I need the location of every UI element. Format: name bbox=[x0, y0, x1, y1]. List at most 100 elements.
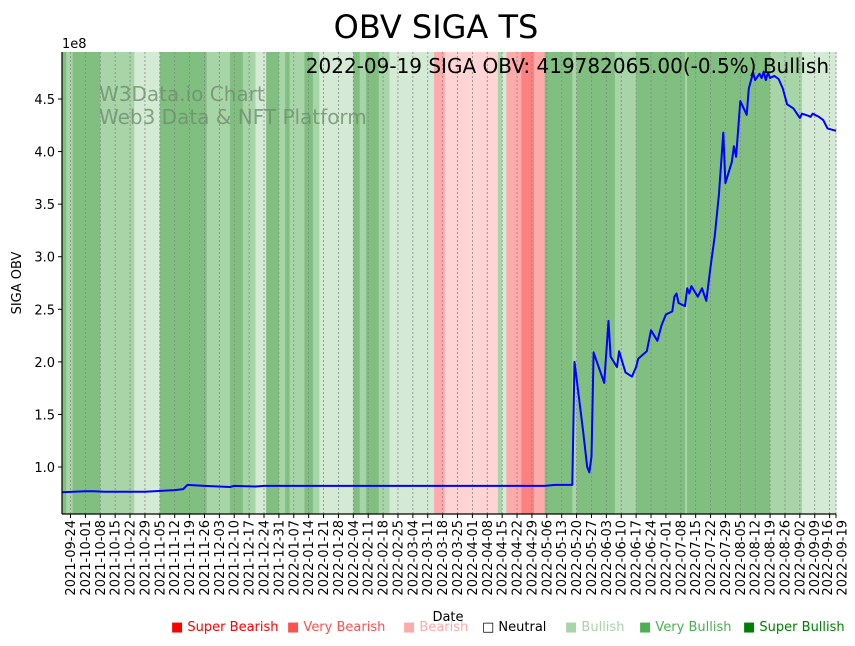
x-tick-label: 2021-12-24 bbox=[258, 520, 273, 596]
x-tick-label: 2021-10-29 bbox=[138, 520, 153, 596]
legend-item: ■ Very Bearish bbox=[287, 620, 385, 635]
legend-swatch-icon: ■ bbox=[639, 620, 652, 635]
legend-item: ■ Super Bullish bbox=[743, 620, 845, 635]
regime-band bbox=[289, 52, 305, 514]
legend-label: Very Bearish bbox=[299, 620, 386, 635]
x-tick-label: 2021-12-10 bbox=[228, 520, 243, 596]
y-tick-label: 2.0 bbox=[34, 356, 55, 371]
y-tick-label: 3.0 bbox=[34, 251, 55, 266]
regime-band bbox=[534, 52, 546, 514]
x-tick-label: 2022-08-12 bbox=[749, 520, 764, 596]
x-tick-label: 2022-07-01 bbox=[659, 520, 674, 596]
regime-band bbox=[770, 52, 780, 514]
regime-band bbox=[266, 52, 280, 514]
y-tick-label: 3.5 bbox=[34, 198, 55, 213]
regime-band bbox=[255, 52, 267, 514]
x-tick-label: 2022-07-15 bbox=[689, 520, 704, 596]
legend-item: □ Neutral bbox=[482, 620, 546, 635]
regime-band bbox=[285, 52, 291, 514]
x-tick-label: 2022-05-06 bbox=[540, 520, 555, 596]
x-tick-label: 2021-11-26 bbox=[198, 520, 213, 596]
x-tick-label: 2022-03-11 bbox=[421, 520, 436, 596]
regime-band bbox=[62, 52, 67, 514]
x-tick-label: 2022-04-29 bbox=[525, 520, 540, 596]
chart-title: OBV SIGA TS bbox=[334, 8, 539, 46]
legend-swatch-icon: □ bbox=[482, 620, 495, 635]
x-tick-label: 2022-05-13 bbox=[555, 520, 570, 596]
x-tick-label: 2022-01-14 bbox=[302, 520, 317, 596]
y-tick-label: 1.5 bbox=[34, 408, 55, 423]
legend-swatch-icon: ■ bbox=[287, 620, 300, 635]
legend-label: Bullish bbox=[577, 620, 625, 635]
x-tick-label: 2021-11-05 bbox=[153, 520, 168, 596]
regime-band bbox=[159, 52, 208, 514]
chart-annotation: 2022-09-19 SIGA OBV: 419782065.00(-0.5%)… bbox=[306, 54, 829, 78]
x-tick-label: 2022-01-28 bbox=[332, 520, 347, 596]
legend-item: ■ Bullish bbox=[565, 620, 624, 635]
x-tick-label: 2022-03-04 bbox=[406, 520, 421, 596]
x-tick-label: 2022-05-20 bbox=[570, 520, 585, 596]
x-tick-label: 2022-01-21 bbox=[317, 520, 332, 596]
x-axis-label: Date bbox=[432, 610, 463, 625]
legend-label: Bearish bbox=[415, 620, 469, 635]
regime-band bbox=[66, 52, 74, 514]
x-tick-label: 2022-09-02 bbox=[793, 520, 808, 596]
regime-band bbox=[366, 52, 380, 514]
x-tick-label: 2022-06-10 bbox=[615, 520, 630, 596]
regime-band bbox=[687, 52, 771, 514]
regime-band bbox=[389, 52, 435, 514]
watermark-line-1: W3Data.io Chart bbox=[99, 82, 265, 106]
x-tick-label: 2022-04-15 bbox=[496, 520, 511, 596]
legend-label: Super Bearish bbox=[183, 620, 279, 635]
legend-label: Neutral bbox=[494, 620, 547, 635]
x-tick-label: 2022-02-25 bbox=[391, 520, 406, 596]
y-tick-label: 2.5 bbox=[34, 303, 55, 318]
x-tick-label: 2021-12-17 bbox=[243, 520, 258, 596]
x-tick-label: 2022-06-17 bbox=[630, 520, 645, 596]
watermark-line-2: Web3 Data & NFT Platform bbox=[99, 105, 367, 129]
x-tick-label: 2022-09-16 bbox=[821, 520, 836, 596]
x-tick-label: 2022-02-18 bbox=[377, 520, 392, 596]
x-tick-label: 2022-09-19 bbox=[836, 520, 851, 596]
x-tick-label: 2022-08-19 bbox=[764, 520, 779, 596]
regime-band bbox=[544, 52, 573, 514]
regime-band bbox=[506, 52, 522, 514]
regime-band bbox=[319, 52, 354, 514]
regime-band bbox=[778, 52, 803, 514]
legend-swatch-icon: ■ bbox=[743, 620, 756, 635]
regime-band bbox=[100, 52, 135, 514]
legend-swatch-icon: ■ bbox=[403, 620, 416, 635]
x-tick-label: 2022-08-05 bbox=[734, 520, 749, 596]
obv-series-line bbox=[61, 70, 837, 494]
x-tick-label: 2022-04-01 bbox=[466, 520, 481, 596]
legend-swatch-icon: ■ bbox=[171, 620, 184, 635]
legend-item: ■ Bearish bbox=[403, 620, 468, 635]
x-tick-label: 2022-03-25 bbox=[451, 520, 466, 596]
x-tick-label: 2021-10-08 bbox=[94, 520, 109, 596]
x-tick-label: 2022-04-22 bbox=[511, 520, 526, 596]
legend-item: ■ Super Bearish bbox=[171, 620, 279, 635]
regime-band bbox=[312, 52, 320, 514]
regime-band bbox=[359, 52, 367, 514]
y-offset-label: 1e8 bbox=[62, 37, 87, 52]
regime-band bbox=[353, 52, 361, 514]
x-tick-label: 2021-10-01 bbox=[79, 520, 94, 596]
regime-band bbox=[434, 52, 446, 514]
x-tick-label: 2021-12-31 bbox=[272, 520, 287, 596]
x-tick-label: 2022-06-24 bbox=[645, 520, 660, 596]
regime-band bbox=[685, 52, 688, 514]
legend-label: Super Bullish bbox=[755, 620, 845, 635]
regime-band bbox=[497, 52, 503, 514]
regime-band bbox=[242, 52, 256, 514]
legend-swatch-icon: ■ bbox=[565, 620, 578, 635]
x-tick-label: 2022-08-26 bbox=[778, 520, 793, 596]
regime-band bbox=[444, 52, 499, 514]
x-tick-label: 2022-07-08 bbox=[674, 520, 689, 596]
legend-item: ■ Very Bullish bbox=[639, 620, 732, 635]
x-tick-label: 2022-02-11 bbox=[362, 520, 377, 596]
x-tick-label: 2022-04-08 bbox=[481, 520, 496, 596]
regime-band bbox=[572, 52, 578, 514]
x-tick-label: 2022-07-29 bbox=[719, 520, 734, 596]
